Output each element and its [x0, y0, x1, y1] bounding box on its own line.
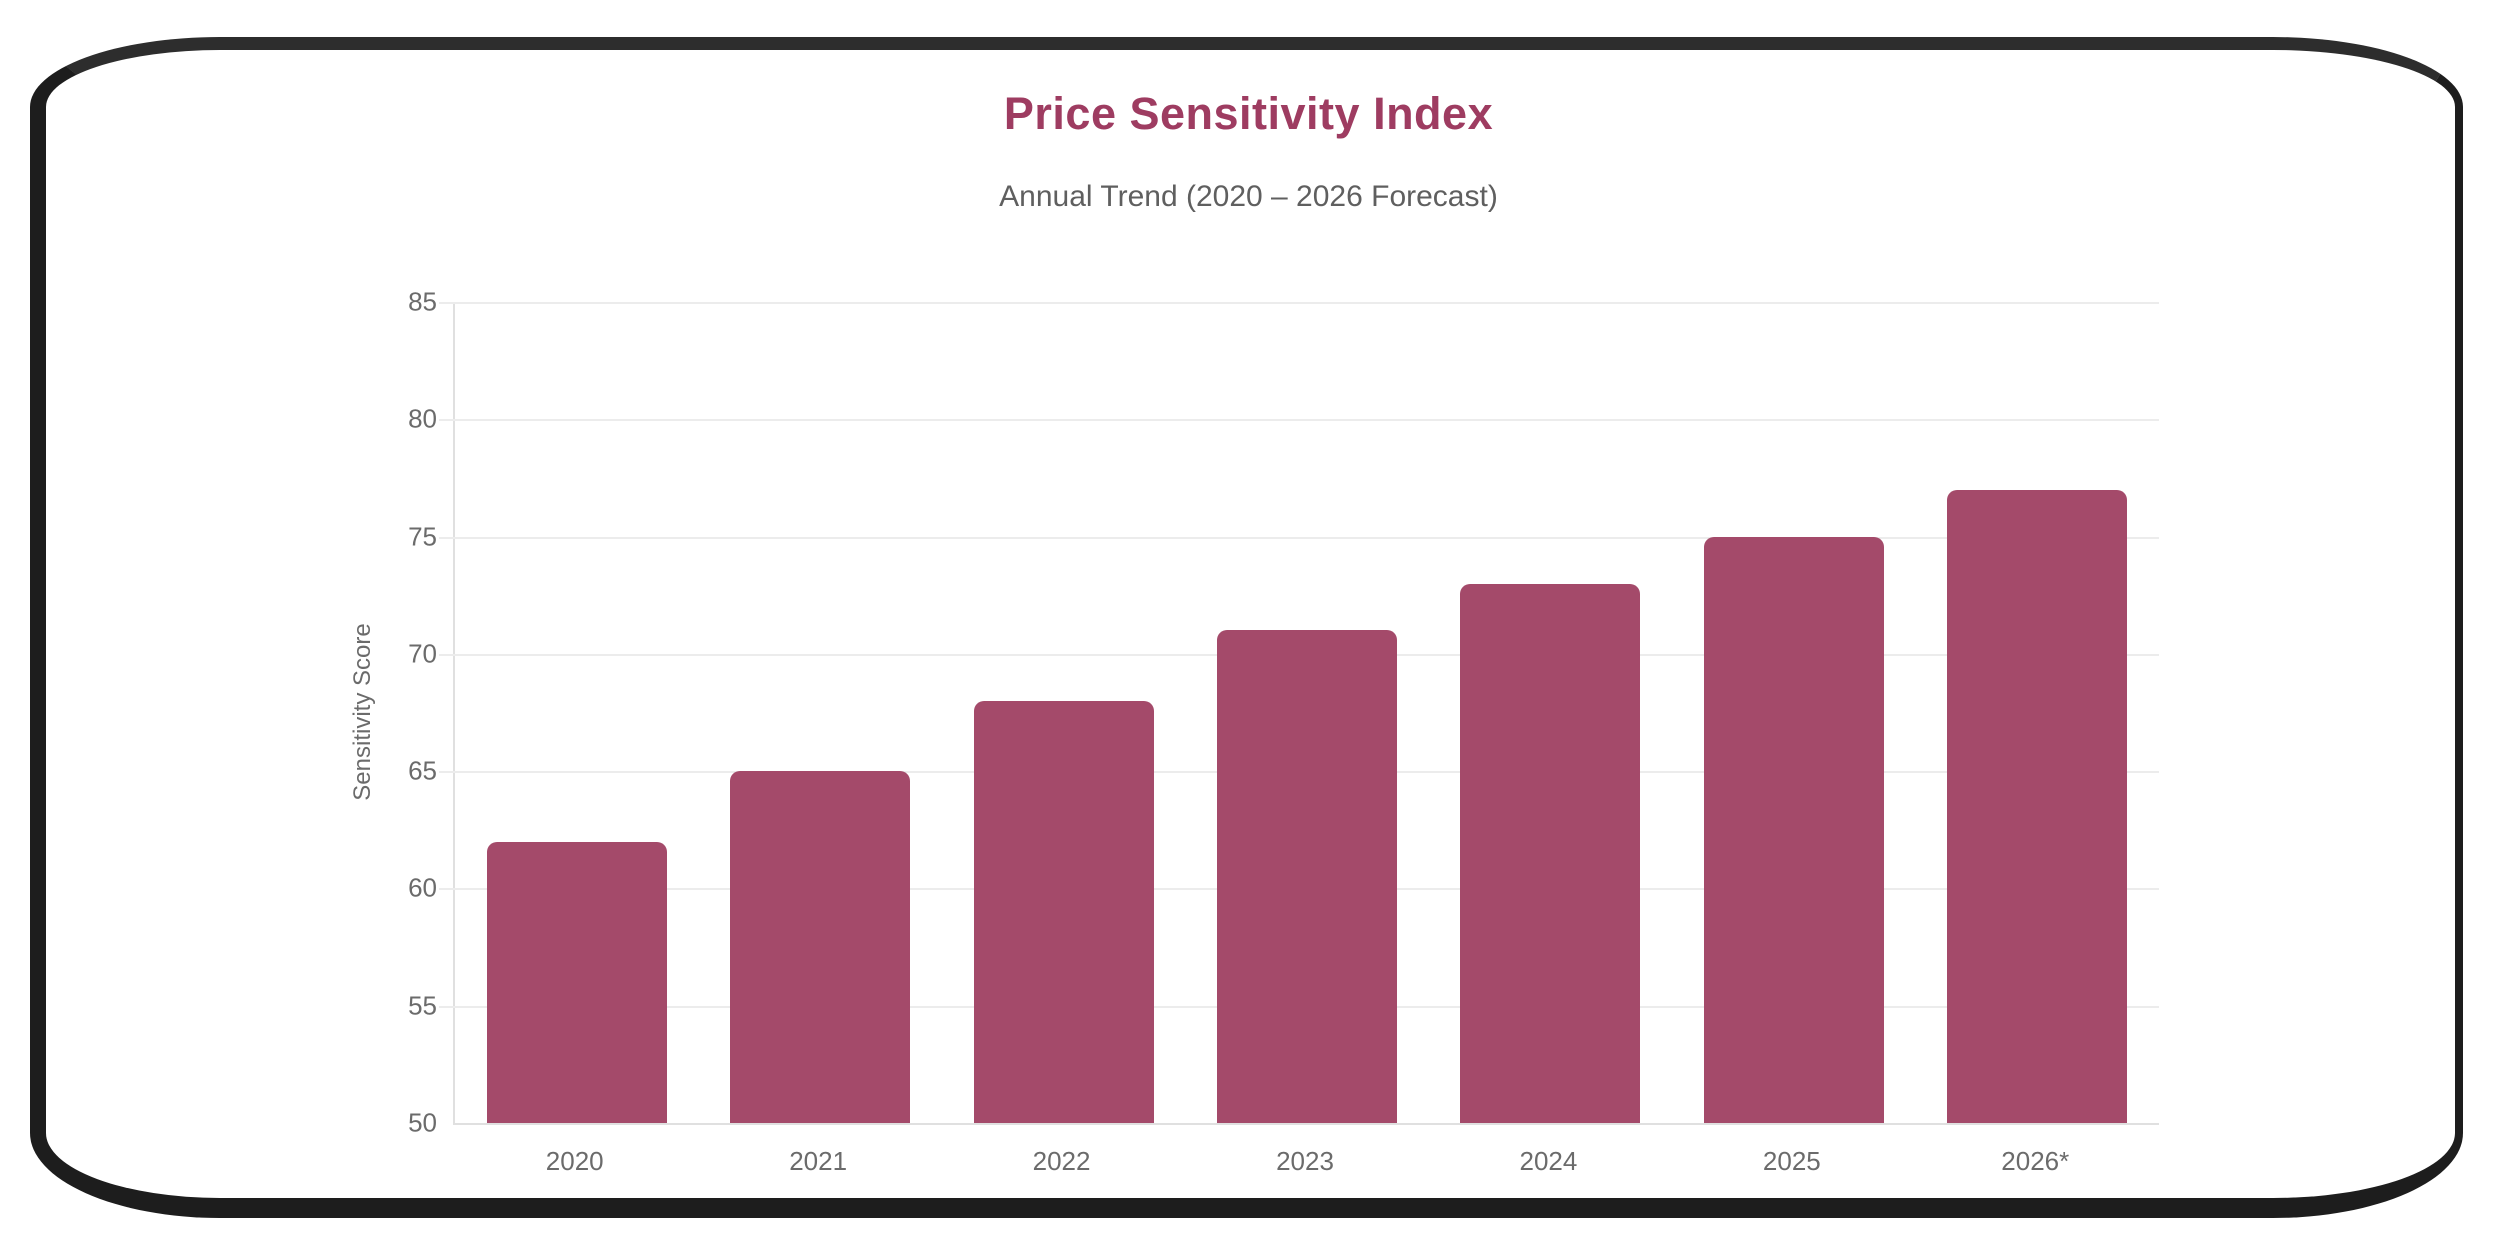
y-tick-65: 65: [408, 755, 437, 786]
y-tick-55: 55: [408, 990, 437, 1021]
bar-2021: [730, 771, 911, 1123]
y-tick-75: 75: [408, 521, 437, 552]
chart-title: Price Sensitivity Index: [1003, 88, 1494, 139]
bar-2020: [486, 841, 667, 1123]
bar-2024: [1460, 583, 1641, 1123]
bar-2022: [973, 700, 1154, 1123]
gridline-80: [439, 419, 2159, 422]
x-tick-2025: 2025: [1762, 1146, 1821, 1176]
x-tick-2021: 2021: [789, 1146, 848, 1176]
x-tick-2020: 2020: [545, 1146, 604, 1176]
x-tick-2022: 2022: [1032, 1146, 1091, 1176]
x-tick-2024: 2024: [1519, 1146, 1578, 1176]
y-tick-60: 60: [408, 872, 437, 903]
x-tick-2023: 2023: [1276, 1146, 1334, 1176]
y-tick-80: 80: [408, 403, 437, 434]
y-tick-85: 85: [408, 286, 437, 317]
plot-area: [439, 302, 2159, 1125]
chart-subtitle: Annual Trend (2020 – 2026 Forecast): [999, 180, 1498, 213]
y-axis-tick-labels: 50 55 60 65 70 75 80 85: [0, 287, 437, 1138]
x-axis-tick-labels: 2020 2021 2022 2023 2024 2025 2026*: [453, 1146, 2157, 1186]
x-tick-2026: 2026*: [2001, 1146, 2070, 1176]
y-tick-70: 70: [408, 638, 437, 669]
gridline-85: [439, 302, 2159, 304]
bar-2025: [1703, 536, 1884, 1123]
bar-2023: [1217, 630, 1397, 1123]
gridline-75: [439, 536, 2159, 539]
y-tick-50: 50: [408, 1107, 437, 1138]
bar-2026: [1947, 489, 2128, 1123]
